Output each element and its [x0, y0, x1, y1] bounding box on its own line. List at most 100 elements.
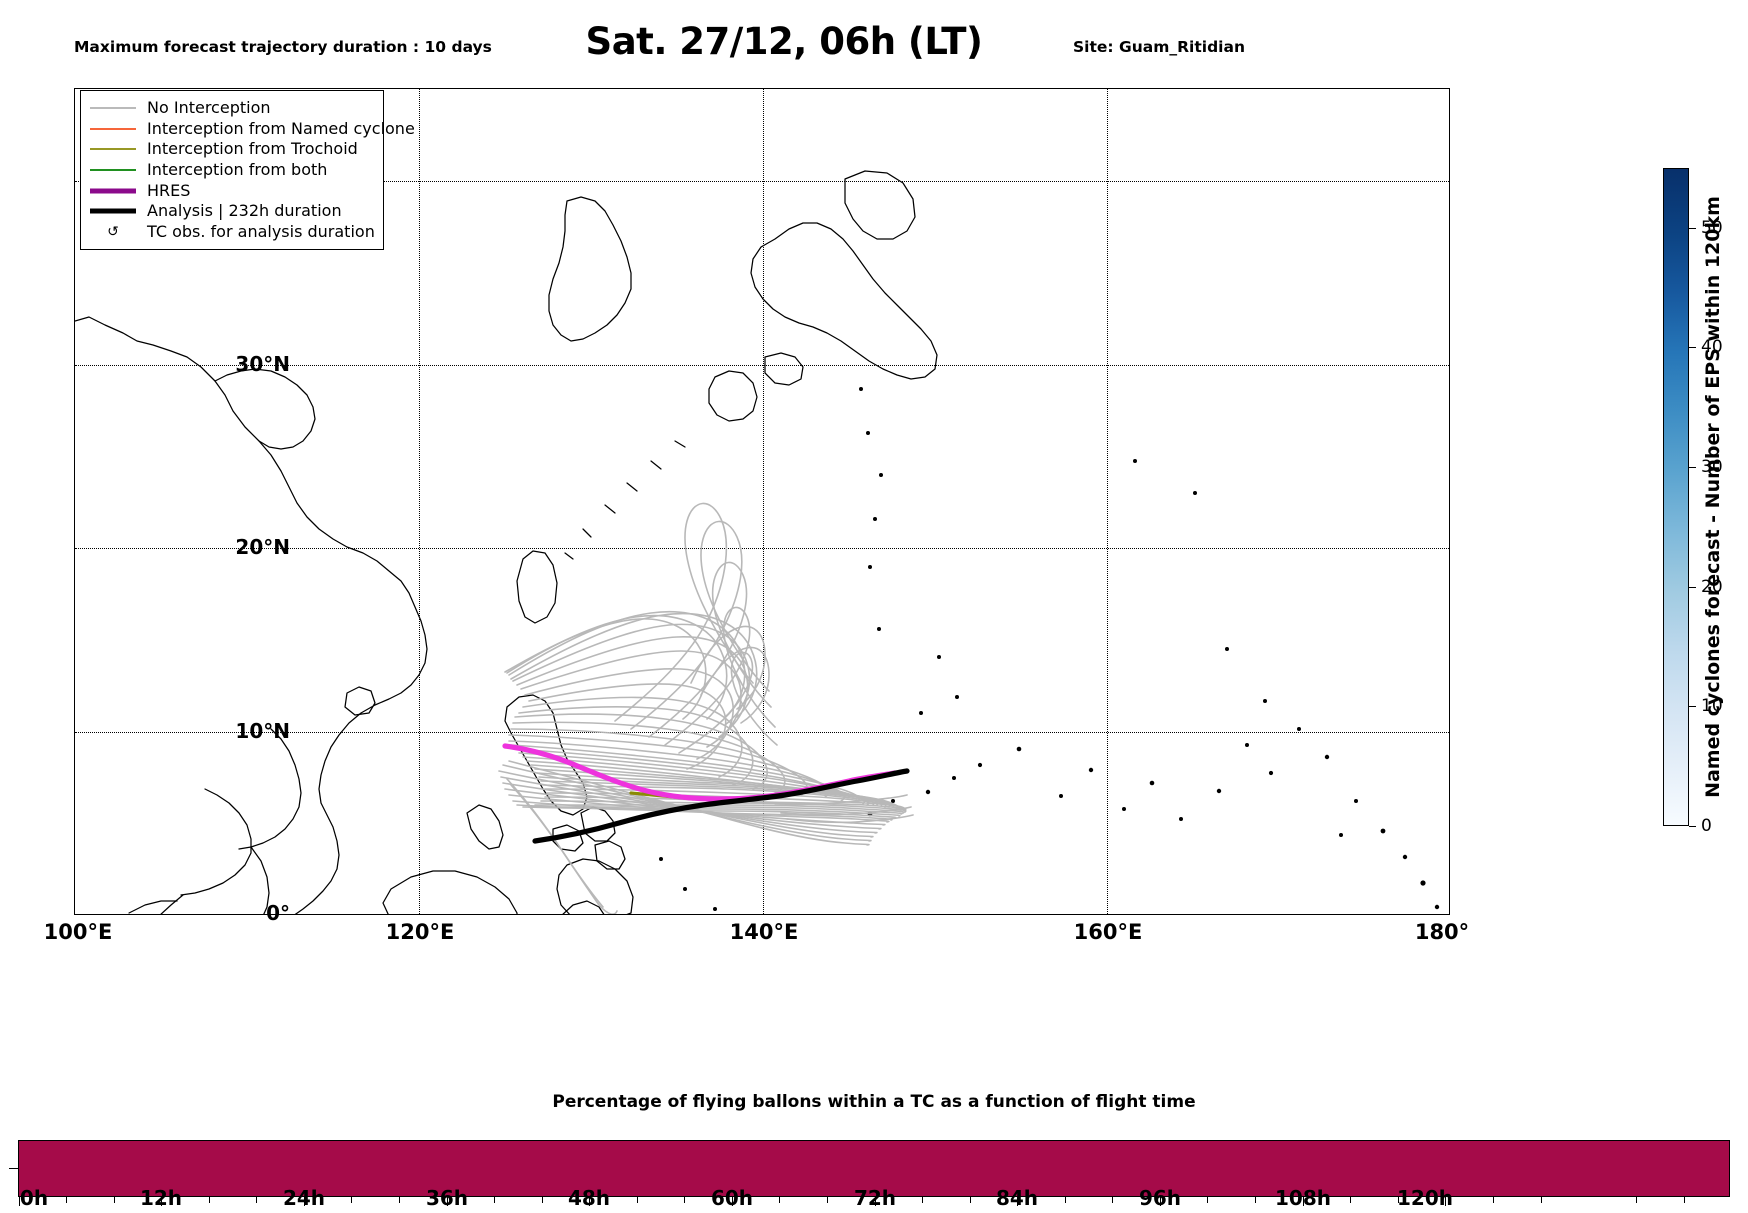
progress-label-36h: 36h — [425, 1186, 469, 1210]
progress-minor-tick — [1065, 1197, 1066, 1203]
progress-tick-84h — [1017, 1197, 1018, 1206]
progress-minor-tick — [922, 1197, 923, 1203]
gridline-140E — [763, 89, 764, 914]
legend-item-both[interactable]: Interception from both — [89, 160, 373, 181]
legend-label-both: Interception from both — [147, 160, 328, 180]
colorbar-tick-0 — [1689, 826, 1696, 827]
colorbar-tick-30 — [1689, 467, 1696, 468]
line-swatch-icon — [89, 207, 137, 215]
progress-minor-tick — [779, 1197, 780, 1203]
progress-fill-bar — [19, 1141, 1729, 1196]
legend-item-tc-obs[interactable]: ↺ TC obs. for analysis duration — [89, 222, 375, 243]
legend-label-named-cyclone: Interception from Named cyclone — [147, 118, 415, 138]
progress-tick-24h — [304, 1197, 305, 1206]
colorbar-tick-20 — [1689, 587, 1696, 588]
xtick-label-140E: 140°E — [729, 920, 799, 944]
progress-tick-108h — [1303, 1197, 1304, 1206]
xtick-label-120E: 120°E — [385, 920, 455, 944]
progress-label-60h: 60h — [710, 1186, 754, 1210]
progress-label-84h: 84h — [995, 1186, 1039, 1210]
colorbar-tick-10 — [1689, 706, 1696, 707]
progress-minor-tick — [399, 1197, 400, 1203]
legend-item-named-cyclone[interactable]: Interception from Named cyclone — [89, 119, 415, 140]
legend-label-hres: HRES — [147, 180, 191, 200]
map-svg — [75, 170, 1440, 914]
gridline-120E — [419, 89, 420, 914]
progress-label-24h: 24h — [282, 1186, 326, 1210]
header-site: Site: Guam_Ritidian — [1073, 38, 1245, 56]
line-swatch-icon — [89, 145, 137, 153]
gridline-160E — [1107, 89, 1108, 914]
progress-minor-tick — [1207, 1197, 1208, 1203]
map-legend: No Interception Interception from Named … — [80, 90, 415, 251]
progress-minor-tick — [1684, 1197, 1685, 1203]
progress-minor-tick — [542, 1197, 543, 1203]
progress-ytick — [9, 1168, 18, 1169]
progress-minor-tick — [351, 1197, 352, 1203]
xtick-label-100E: 100°E — [43, 920, 113, 944]
progress-minor-tick — [66, 1197, 67, 1203]
ytick-label-10N: 10°N — [235, 719, 290, 743]
legend-label-no-interception: No Interception — [147, 98, 271, 118]
progress-minor-tick — [637, 1197, 638, 1203]
line-swatch-icon — [89, 166, 137, 174]
progress-tick-12h — [161, 1197, 162, 1206]
gridline-40N — [75, 180, 1449, 182]
line-swatch-icon — [89, 104, 137, 112]
cyclone-marker-glyph: ↺ — [107, 223, 119, 240]
xtick-label-180: 180° — [1414, 920, 1470, 944]
progress-minor-tick — [1350, 1197, 1351, 1203]
progress-tick-72h — [875, 1197, 876, 1206]
ytick-label-0: 0° — [266, 901, 290, 925]
progress-tick-96h — [1160, 1197, 1161, 1206]
progress-minor-tick — [1255, 1197, 1256, 1203]
progress-minor-tick — [1636, 1197, 1637, 1203]
colorbar-title-text: Named cyclones forecast - Number of EPS … — [1702, 196, 1725, 798]
progress-minor-tick — [114, 1197, 115, 1203]
progress-minor-tick — [1112, 1197, 1113, 1203]
legend-item-no-interception[interactable]: No Interception — [89, 98, 373, 119]
progress-minor-tick — [970, 1197, 971, 1203]
progress-label-48h: 48h — [567, 1186, 611, 1210]
gridline-10N — [75, 732, 1449, 734]
page-title: Sat. 27/12, 06h (LT) — [585, 20, 983, 63]
gridline-20N — [75, 548, 1449, 550]
eps-trajectories-layer — [498, 502, 914, 914]
progress-tick-0h — [19, 1197, 20, 1206]
progress-minor-tick — [1493, 1197, 1494, 1203]
legend-item-hres[interactable]: HRES — [89, 180, 373, 201]
line-swatch-icon — [89, 187, 137, 195]
line-swatch-icon — [89, 125, 137, 133]
progress-minor-tick — [256, 1197, 257, 1203]
legend-item-analysis[interactable]: Analysis | 232h duration — [89, 201, 373, 222]
progress-label-0h: 0h — [19, 1186, 49, 1210]
progress-minor-tick — [494, 1197, 495, 1203]
colorbar-tick-label-0: 0 — [1701, 816, 1712, 836]
progress-tick-120h — [1445, 1197, 1446, 1206]
coastlines-layer — [75, 170, 1440, 914]
colorbar-tick-label-20: 20 — [1701, 577, 1723, 597]
gridline-30N — [75, 364, 1449, 366]
progress-label-12h: 12h — [139, 1186, 183, 1210]
progress-plot-area — [18, 1140, 1730, 1197]
legend-item-trochoid[interactable]: Interception from Trochoid — [89, 139, 373, 160]
colorbar-tick-label-10: 10 — [1701, 696, 1723, 716]
progress-minor-tick — [684, 1197, 685, 1203]
analysis-trajectory — [532, 768, 910, 844]
legend-label-trochoid: Interception from Trochoid — [147, 139, 358, 159]
colorbar-tick-label-30: 30 — [1701, 457, 1723, 477]
progress-label-108h: 108h — [1275, 1186, 1331, 1210]
cyclone-marker-icon: ↺ — [89, 225, 137, 239]
progress-label-120h: 120h — [1397, 1186, 1453, 1210]
progress-tick-60h — [732, 1197, 733, 1206]
progress-label-72h: 72h — [853, 1186, 897, 1210]
colorbar-title: Named cyclones forecast - Number of EPS … — [1698, 168, 1728, 826]
ytick-label-20N: 20°N — [235, 535, 290, 559]
header-left-line-1: Maximum forecast trajectory duration : 1… — [74, 38, 492, 56]
progress-tick-48h — [589, 1197, 590, 1206]
progress-minor-tick — [1541, 1197, 1542, 1203]
progress-tick-36h — [447, 1197, 448, 1206]
colorbar-tick-50 — [1689, 228, 1696, 229]
progress-minor-tick — [827, 1197, 828, 1203]
progress-minor-tick — [1398, 1197, 1399, 1203]
